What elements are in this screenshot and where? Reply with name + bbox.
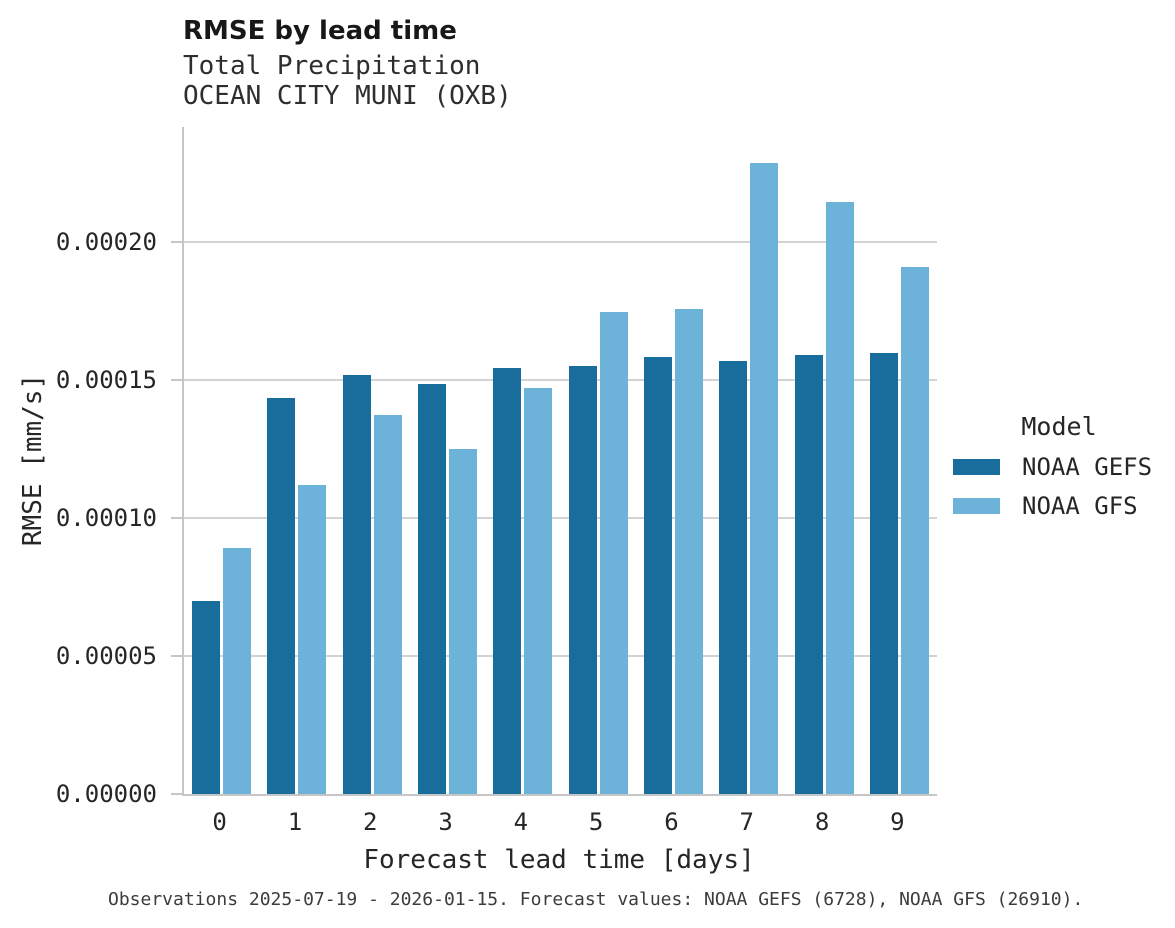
x-tick-label-1: 1 bbox=[287, 808, 303, 836]
bar-group-day-2 bbox=[335, 127, 410, 794]
bar-noaa-gfs-day-0 bbox=[223, 548, 252, 794]
gridline-0.00010 bbox=[184, 517, 937, 520]
legend-label-noaa-gfs: NOAA GFS bbox=[1022, 492, 1138, 520]
bar-group-day-8 bbox=[786, 127, 861, 794]
bar-noaa-gefs-day-4 bbox=[493, 367, 522, 794]
y-tick-label-0.00000: 0.00000 bbox=[55, 780, 157, 808]
gridline-0.00015 bbox=[184, 379, 937, 382]
bar-noaa-gefs-day-6 bbox=[643, 356, 672, 794]
bar-group-day-1 bbox=[259, 127, 334, 794]
bar-group-day-4 bbox=[485, 127, 560, 794]
y-axis-label: RMSE [mm/s] bbox=[18, 373, 48, 547]
bar-noaa-gefs-day-9 bbox=[869, 352, 898, 794]
legend: Model NOAA GEFS NOAA GFS bbox=[953, 412, 1165, 531]
x-tick-label-6: 6 bbox=[664, 808, 679, 836]
y-tick-mark-0.00010 bbox=[171, 517, 182, 520]
legend-items: NOAA GEFS NOAA GFS bbox=[953, 453, 1165, 520]
plot-area bbox=[171, 127, 937, 796]
legend-item-noaa-gefs: NOAA GEFS bbox=[953, 453, 1165, 481]
chart-title: RMSE by lead time bbox=[183, 16, 457, 46]
bar-noaa-gefs-day-1 bbox=[267, 398, 296, 794]
bar-group-day-9 bbox=[862, 127, 937, 794]
y-tick-label-0.00015: 0.00015 bbox=[55, 366, 157, 395]
x-tick-label-8: 8 bbox=[814, 808, 830, 836]
x-tick-label-2: 2 bbox=[363, 808, 378, 836]
y-tick-label-0.00020: 0.00020 bbox=[55, 228, 157, 257]
y-tick-label-0.00005: 0.00005 bbox=[55, 642, 157, 671]
legend-item-noaa-gfs: NOAA GFS bbox=[953, 492, 1165, 520]
bar-group-day-5 bbox=[560, 127, 635, 794]
bar-noaa-gfs-day-4 bbox=[524, 388, 553, 794]
x-tick-label-9: 9 bbox=[890, 808, 905, 836]
bar-noaa-gefs-day-2 bbox=[342, 374, 371, 794]
bar-noaa-gfs-day-2 bbox=[373, 414, 402, 794]
bar-noaa-gfs-day-7 bbox=[750, 162, 779, 794]
gridline-0.00005 bbox=[184, 655, 937, 658]
bar-group-day-6 bbox=[636, 127, 711, 794]
y-tick-mark-0.00020 bbox=[171, 241, 182, 244]
bar-noaa-gefs-day-0 bbox=[192, 600, 221, 794]
chart-subtitle-variable: Total Precipitation bbox=[183, 51, 481, 81]
y-tick-mark-0.00005 bbox=[171, 655, 182, 658]
bar-noaa-gfs-day-8 bbox=[825, 201, 854, 794]
x-axis-label: Forecast lead time [days] bbox=[363, 845, 755, 875]
gridline-0.00020 bbox=[184, 241, 937, 244]
legend-swatch-noaa-gfs bbox=[953, 498, 1000, 514]
bar-noaa-gfs-day-9 bbox=[900, 266, 929, 794]
title-block: RMSE by lead time Total Precipitation OC… bbox=[183, 16, 512, 111]
bar-noaa-gefs-day-8 bbox=[794, 355, 823, 794]
bar-noaa-gfs-day-1 bbox=[298, 484, 327, 794]
y-tick-label-0.00010: 0.00010 bbox=[55, 504, 157, 533]
bar-group-day-3 bbox=[410, 127, 485, 794]
bar-noaa-gfs-day-6 bbox=[674, 309, 703, 794]
x-tick-label-7: 7 bbox=[739, 808, 754, 836]
legend-label-noaa-gefs: NOAA GEFS bbox=[1022, 453, 1153, 481]
bar-group-day-0 bbox=[184, 127, 259, 794]
legend-title: Model bbox=[1021, 412, 1097, 441]
x-tick-label-0: 0 bbox=[212, 808, 227, 836]
legend-swatch-noaa-gefs bbox=[953, 459, 1000, 475]
caption: Observations 2025-07-19 - 2026-01-15. Fo… bbox=[108, 889, 1084, 910]
bar-noaa-gfs-day-5 bbox=[599, 311, 628, 794]
bar-groups bbox=[184, 127, 937, 794]
x-tick-label-5: 5 bbox=[588, 808, 604, 836]
bar-noaa-gfs-day-3 bbox=[449, 449, 478, 794]
y-tick-mark-0.00015 bbox=[171, 379, 182, 382]
x-tick-label-4: 4 bbox=[513, 808, 529, 836]
bar-noaa-gefs-day-7 bbox=[719, 360, 748, 794]
x-tick-label-3: 3 bbox=[438, 808, 453, 836]
bar-noaa-gefs-day-5 bbox=[568, 366, 597, 794]
y-tick-mark-0.00000 bbox=[171, 793, 182, 795]
bar-group-day-7 bbox=[711, 127, 786, 794]
chart-subtitle-station: OCEAN CITY MUNI (OXB) bbox=[183, 81, 512, 111]
bar-noaa-gefs-day-3 bbox=[418, 384, 447, 794]
